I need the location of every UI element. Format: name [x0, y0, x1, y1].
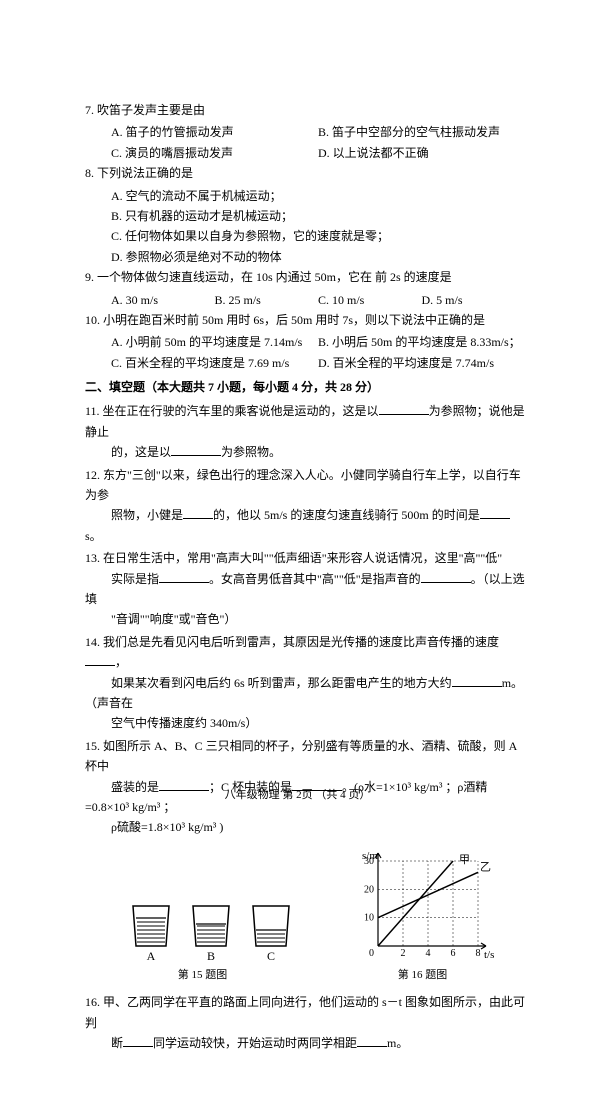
svg-text:s/m: s/m	[362, 850, 378, 862]
q7-optD: D. 以上说法都不正确	[318, 143, 525, 163]
q16-p1: 16. 甲、乙两同学在平直的路面上同向进行，他们运动的 s－t 图象如图所示，由…	[85, 995, 525, 1029]
q7-opts2: C. 演员的嘴唇振动发声 D. 以上说法都不正确	[85, 143, 525, 163]
q10-opts2: C. 百米全程的平均速度是 7.69 m/s D. 百米全程的平均速度是 7.7…	[85, 353, 525, 373]
svg-text:2: 2	[400, 948, 405, 959]
blank	[85, 653, 115, 666]
svg-text:10: 10	[364, 912, 374, 923]
blank	[123, 1034, 153, 1047]
q10-stem: 10. 小明在跑百米时前 50m 用时 6s，后 50m 用时 7s，则以下说法…	[85, 310, 525, 330]
q14-p5: 空气中传播速度约 340m/s）	[85, 716, 257, 730]
q8-optA: A. 空气的流动不属于机械运动；	[85, 186, 525, 206]
q14-p2: ，	[115, 655, 127, 669]
q16: 16. 甲、乙两同学在平直的路面上同向进行，他们运动的 s－t 图象如图所示，由…	[85, 992, 525, 1053]
q11-p1: 11. 坐在正在行驶的汽车里的乘客说他是运动的，这是以	[85, 404, 379, 418]
blank	[183, 506, 213, 519]
svg-text:A: A	[146, 949, 155, 963]
q12: 12. 东方"三创"以来，绿色出行的理念深入人心。小健同学骑自行车上学，以自行车…	[85, 465, 525, 547]
svg-text:8: 8	[475, 948, 480, 959]
q13-p5: "音调""响度"或"音色"）	[85, 612, 236, 626]
svg-text:乙: 乙	[480, 860, 491, 873]
q10-optD: D. 百米全程的平均速度是 7.74m/s	[318, 353, 525, 373]
q7-stem: 7. 吹笛子发声主要是由	[85, 100, 525, 120]
fig16-cap: 第 16 题图	[348, 966, 498, 985]
svg-text:20: 20	[364, 884, 374, 895]
q11-p3: 的，这是以	[85, 445, 171, 459]
q9-optD: D. 5 m/s	[422, 290, 526, 310]
q16-p2: 断	[85, 1036, 123, 1050]
q10-optB: B. 小明后 50m 的平均速度是 8.33m/s；	[318, 332, 525, 352]
q15-p5: ρ硫酸=1.8×10³ kg/m³ )	[85, 820, 223, 834]
q14-p1: 14. 我们总是先看见闪电后听到雷声，其原因是光传播的速度比声音传播的速度	[85, 635, 499, 649]
fig15: A B C 第 15 题图	[113, 896, 293, 985]
q8-optD: D. 参照物必须是绝对不动的物体	[85, 247, 525, 267]
blank	[379, 402, 429, 415]
svg-text:4: 4	[425, 948, 430, 959]
svg-text:甲: 甲	[459, 854, 470, 866]
q9-optC: C. 10 m/s	[318, 290, 422, 310]
q11-p4: 为参照物。	[221, 445, 281, 459]
svg-text:6: 6	[450, 948, 455, 959]
q7-opts: A. 笛子的竹管振动发声 B. 笛子中空部分的空气柱振动发声	[85, 122, 525, 142]
q13-p3: 。女高音男低音其中"高""低"是指声音的	[209, 572, 421, 586]
q9-optA: A. 30 m/s	[111, 290, 215, 310]
q7-optB: B. 笛子中空部分的空气柱振动发声	[318, 122, 525, 142]
page-footer: 八年级物理 第 2页 （共 4 页）	[0, 786, 595, 802]
q10-opts: A. 小明前 50m 的平均速度是 7.14m/s B. 小明后 50m 的平均…	[85, 332, 525, 352]
fig15-cap: 第 15 题图	[113, 966, 293, 985]
q11: 11. 坐在正在行驶的汽车里的乘客说他是运动的，这是以为参照物；说他是静止 的，…	[85, 401, 525, 462]
q8-stem: 8. 下列说法正确的是	[85, 163, 525, 183]
blank	[357, 1034, 387, 1047]
q8-optC: C. 任何物体如果以自身为参照物，它的速度就是零；	[85, 226, 525, 246]
q9-optB: B. 25 m/s	[215, 290, 319, 310]
q7-optA: A. 笛子的竹管振动发声	[111, 122, 318, 142]
q12-p3: 的，他以 5m/s 的速度匀速直线骑行 500m 的时间是	[213, 508, 480, 522]
svg-text:B: B	[206, 949, 214, 963]
fig15-svg: A B C	[113, 896, 293, 966]
q15-p1: 15. 如图所示 A、B、C 三只相同的杯子，分别盛有等质量的水、酒精、硫酸，则…	[85, 739, 517, 773]
q8-optB: B. 只有机器的运动才是机械运动；	[85, 206, 525, 226]
svg-text:t/s: t/s	[484, 949, 494, 961]
q14-p3: 如果某次看到闪电后约 6s 听到雷声，那么距雷电产生的地方大约	[85, 676, 452, 690]
svg-text:0: 0	[369, 948, 374, 959]
q9-opts: A. 30 m/s B. 25 m/s C. 10 m/s D. 5 m/s	[85, 290, 525, 310]
q14: 14. 我们总是先看见闪电后听到雷声，其原因是光传播的速度比声音传播的速度 ， 如…	[85, 632, 525, 734]
page-content: 7. 吹笛子发声主要是由 A. 笛子的竹管振动发声 B. 笛子中空部分的空气柱振…	[0, 0, 595, 1096]
blank	[421, 570, 471, 583]
q13: 13. 在日常生活中，常用"高声大叫""低声细语"来形容人说话情况，这里"高""…	[85, 548, 525, 630]
q7-optC: C. 演员的嘴唇振动发声	[111, 143, 318, 163]
q13-p2: 实际是指	[85, 572, 159, 586]
q9-stem: 9. 一个物体做匀速直线运动，在 10s 内通过 50m，它在 前 2s 的速度…	[85, 267, 525, 287]
figures-row: ABC 第 15 题图 2468102030s/mt/s0甲乙 第 16 题图	[85, 846, 525, 985]
section2-header: 二、填空题（本大题共 7 小题，每小题 4 分，共 28 分）	[85, 377, 525, 397]
blank	[171, 443, 221, 456]
q16-p4: m。	[387, 1036, 408, 1050]
blank	[159, 570, 209, 583]
q12-p1: 12. 东方"三创"以来，绿色出行的理念深入人心。小健同学骑自行车上学，以自行车…	[85, 468, 521, 502]
blank	[480, 506, 510, 519]
blank	[452, 674, 502, 687]
q16-p3: 同学运动较快，开始运动时两同学相距	[153, 1036, 357, 1050]
q12-p2: 照物，小健是	[85, 508, 183, 522]
q10-optA: A. 小明前 50m 的平均速度是 7.14m/s	[111, 332, 318, 352]
fig16: 2468102030s/mt/s0甲乙 第 16 题图	[348, 846, 498, 985]
q12-p4: s。	[85, 529, 102, 543]
q13-p1: 13. 在日常生活中，常用"高声大叫""低声细语"来形容人说话情况，这里"高""…	[85, 551, 502, 565]
fig16-svg: 2468102030s/mt/s0甲乙	[348, 846, 498, 966]
svg-text:C: C	[266, 949, 274, 963]
q10-optC: C. 百米全程的平均速度是 7.69 m/s	[111, 353, 318, 373]
